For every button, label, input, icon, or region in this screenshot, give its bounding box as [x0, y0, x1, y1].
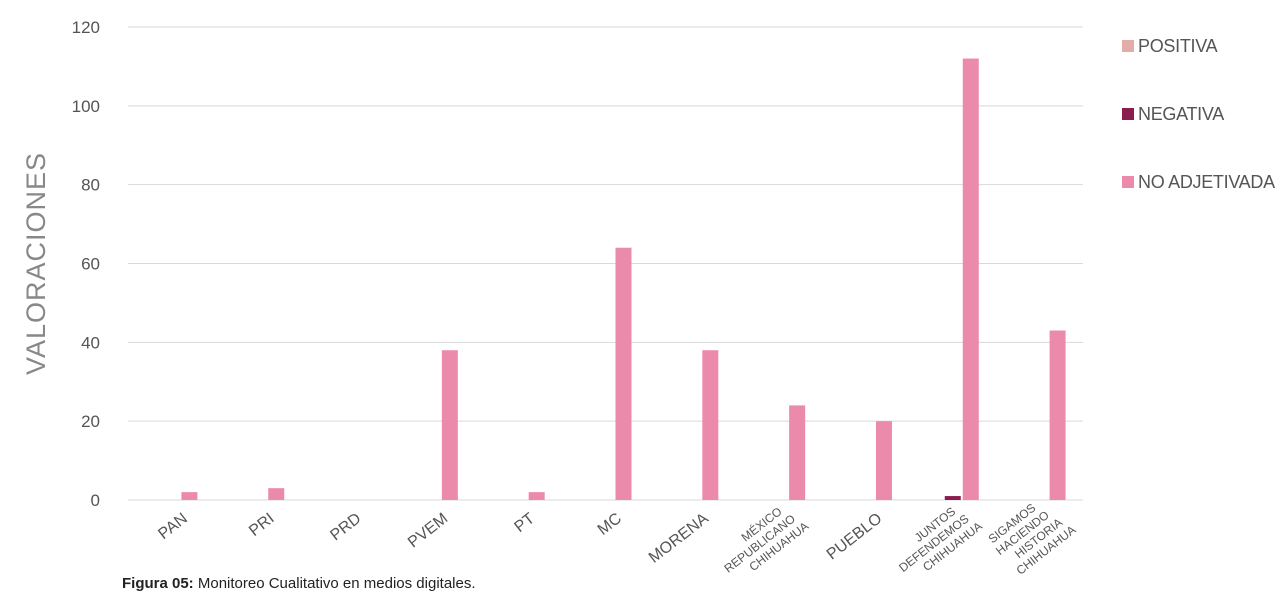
- x-tick-label-line: PVEM: [405, 510, 451, 551]
- x-tick-label-line: MORENA: [646, 510, 712, 567]
- legend-label-positiva: POSITIVA: [1138, 35, 1218, 56]
- y-tick-label-120: 120: [72, 18, 100, 37]
- x-tick-label-1: PRI: [246, 510, 277, 540]
- x-tick-label-4: PT: [511, 510, 538, 536]
- figure-caption: Figura 05: Monitoreo Cualitativo en medi…: [122, 575, 476, 592]
- x-tick-label-10: SIGAMOSHACIENDOHISTORIACHIHUAHUA: [985, 490, 1079, 581]
- x-tick-label-6: MORENA: [646, 510, 712, 567]
- bar-no-adjetivada-6: [702, 350, 719, 500]
- legend-swatch-negativa: [1122, 108, 1134, 120]
- x-tick-label-8: PUEBLO: [824, 510, 886, 563]
- legend: POSITIVA NEGATIVA NO ADJETIVADA: [1122, 34, 1275, 238]
- x-tick-label-2: PRD: [327, 510, 364, 544]
- bar-no-adjetivada-3: [441, 350, 458, 500]
- y-tick-label-20: 20: [81, 412, 100, 431]
- bar-no-adjetivada-0: [181, 492, 198, 500]
- x-tick-label-7: MÉXICOREPUBLICANOCHIHUAHUA: [712, 496, 811, 587]
- y-tick-label-0: 0: [91, 491, 100, 510]
- legend-item-positiva: POSITIVA: [1122, 34, 1275, 58]
- bar-no-adjetivada-7: [789, 405, 806, 500]
- bar-no-adjetivada-5: [615, 247, 632, 500]
- x-tick-label-line: PRI: [246, 510, 277, 540]
- y-tick-label-40: 40: [81, 333, 100, 352]
- x-tick-label-line: PT: [511, 510, 538, 536]
- y-tick-label-100: 100: [72, 97, 100, 116]
- y-axis-title: VALORACIONES: [21, 152, 51, 375]
- x-tick-label-line: MC: [595, 510, 625, 539]
- x-tick-label-5: MC: [595, 510, 625, 539]
- x-tick-label-0: PAN: [155, 510, 190, 543]
- x-tick-label-line: PUEBLO: [824, 510, 886, 563]
- legend-label-negativa: NEGATIVA: [1138, 103, 1224, 124]
- x-tick-label-9: JUNTOSDEFENDEMOSCHIHUAHUA: [888, 497, 985, 586]
- bar-no-adjetivada-8: [875, 421, 892, 500]
- legend-item-no-adjetivada: NO ADJETIVADA: [1122, 170, 1275, 194]
- x-tick-label-line: PAN: [155, 510, 190, 543]
- legend-item-negativa: NEGATIVA: [1122, 102, 1275, 126]
- bar-negativa-9: [944, 496, 961, 500]
- legend-swatch-no-adjetivada: [1122, 176, 1134, 188]
- bar-no-adjetivada-10: [1049, 330, 1066, 500]
- bar-no-adjetivada-4: [528, 492, 545, 500]
- y-tick-label-80: 80: [81, 176, 100, 195]
- x-tick-label-3: PVEM: [405, 510, 451, 551]
- bar-no-adjetivada-9: [962, 58, 979, 501]
- caption-label: Figura 05:: [122, 575, 194, 592]
- bar-no-adjetivada-1: [268, 488, 285, 500]
- x-tick-label-line: PRD: [327, 510, 364, 544]
- caption-text: Monitoreo Cualitativo en medios digitale…: [193, 575, 476, 592]
- legend-swatch-positiva: [1122, 40, 1134, 52]
- legend-label-no-adjetivada: NO ADJETIVADA: [1138, 171, 1275, 192]
- y-tick-label-60: 60: [81, 255, 100, 274]
